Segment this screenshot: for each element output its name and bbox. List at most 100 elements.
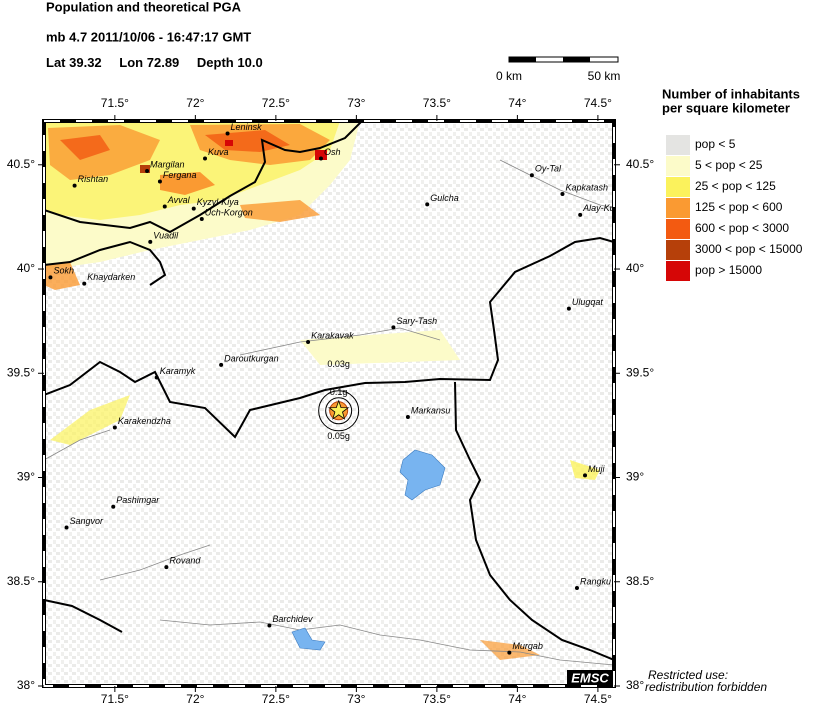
place-marker: [157, 179, 162, 184]
borders: [44, 121, 614, 661]
x-tick-label: 74.5°: [584, 692, 612, 706]
place-name: Karakavak: [311, 330, 354, 340]
lon-label: Lon: [119, 55, 143, 70]
place-name: Kapkatash: [565, 182, 608, 192]
legend-swatch: [666, 177, 690, 197]
depth-label: Depth: [197, 55, 234, 70]
footer: redistribution forbidden: [645, 680, 767, 694]
place-name: Leninsk: [231, 122, 263, 132]
place-marker: [391, 325, 396, 330]
place-marker: [112, 425, 117, 430]
place-name: Daroutkurgan: [224, 353, 279, 363]
y-tick-label: 38.5°: [7, 574, 35, 588]
place-name: Gulcha: [430, 193, 459, 203]
place-name: Murgab: [512, 641, 543, 651]
place-name: Avval: [167, 195, 191, 205]
footer: Restricted use:: [648, 668, 728, 682]
title: Population and theoretical PGA: [46, 0, 242, 14]
place-name: Osh: [324, 147, 341, 157]
place-marker: [191, 206, 196, 211]
lat-value: 39.32: [69, 55, 102, 70]
pga-circles: 0.1g 0.05g 0.03g: [318, 359, 360, 441]
scale-bar: 0 km 50 km: [496, 56, 620, 83]
y-tick-label: 38.5°: [626, 574, 654, 588]
pga-circle: [318, 390, 360, 432]
x-tick-label: 74.5°: [584, 96, 612, 110]
place-name: Rovand: [169, 556, 201, 566]
place-marker: [148, 239, 153, 244]
place-marker: [578, 212, 583, 217]
location-info: Lat 39.32 Lon 72.89 Depth 10.0: [46, 55, 263, 70]
lon-value: 72.89: [147, 55, 180, 70]
place-name: Kyzyl-Kiya: [197, 197, 239, 207]
legend-label: 3000 < pop < 15000: [695, 242, 803, 256]
place-marker: [154, 375, 159, 380]
place-name: Karakendzha: [118, 416, 171, 426]
place-marker: [203, 156, 208, 161]
legend-title: Number of inhabitants: [662, 86, 800, 101]
x-tick-label: 74°: [508, 692, 526, 706]
legend-swatch: [666, 198, 690, 218]
place-name: Kuva: [208, 147, 229, 157]
x-tick-label: 73.5°: [423, 96, 451, 110]
pga-circle: [325, 397, 353, 425]
map-frame: [42, 119, 616, 688]
y-tick-label: 38°: [626, 678, 644, 692]
x-tick-label: 73.5°: [423, 692, 451, 706]
x-tick-label: 72°: [186, 96, 204, 110]
place-marker: [162, 204, 167, 209]
legend-swatch: [666, 240, 690, 260]
pga-label: 0.03g: [327, 359, 350, 369]
legend-label: 5 < pop < 25: [695, 158, 763, 172]
place-name: Karamyk: [160, 366, 196, 376]
x-tick-label: 73°: [347, 96, 365, 110]
place-name: Oy-Tal: [535, 164, 562, 174]
x-tick-label: 72°: [186, 692, 204, 706]
legend-swatch: [666, 135, 690, 155]
y-tick-label: 39.5°: [626, 365, 654, 379]
legend-label: pop > 15000: [695, 263, 762, 277]
x-tick-label: 74°: [508, 96, 526, 110]
place-name: Rishtan: [78, 174, 109, 184]
legend-label: pop < 5: [695, 137, 736, 151]
lat-label: Lat: [46, 55, 66, 70]
x-tick-label: 71.5°: [101, 96, 129, 110]
pga-label: 0.05g: [327, 431, 350, 441]
place-marker: [145, 169, 150, 174]
place-name: Fergana: [163, 170, 197, 180]
rivers: [44, 159, 614, 666]
place-marker: [225, 131, 230, 136]
legend-swatch: [666, 219, 690, 239]
place-name: Vuadil: [153, 230, 179, 240]
y-tick-label: 40.5°: [7, 157, 35, 171]
place-marker: [318, 156, 323, 161]
place-marker: [72, 183, 77, 188]
place-marker: [48, 275, 53, 280]
place-name: Markansu: [411, 405, 451, 415]
place-name: Rangku: [580, 576, 611, 586]
legend-label: 25 < pop < 125: [695, 179, 776, 193]
place-marker: [64, 525, 69, 530]
place-name: Khaydarken: [87, 272, 135, 282]
place-name: Ulugqat: [572, 297, 604, 307]
population-density: [44, 121, 600, 660]
epicenter: [328, 399, 350, 420]
place-marker: [507, 650, 512, 655]
map-area: 0.1g 0.05g 0.03g Leninsk Kuva Osh MargilanFer…: [44, 121, 614, 686]
y-tick-label: 38°: [17, 678, 35, 692]
place-marker: [199, 216, 204, 221]
place-name: Uch-Korgon: [205, 207, 253, 217]
place-marker: [425, 202, 430, 207]
place-marker: [405, 415, 410, 420]
place-marker: [560, 191, 565, 196]
legend: Number of inhabitants per square kilomet…: [662, 86, 803, 281]
place-marker: [566, 306, 571, 311]
y-tick-label: 39°: [17, 470, 35, 484]
place-name: Sokh: [53, 266, 74, 276]
y-tick-label: 39.5°: [7, 365, 35, 379]
place-marker: [164, 565, 169, 570]
place-marker: [574, 586, 579, 591]
x-tick-label: 71.5°: [101, 692, 129, 706]
place-marker: [219, 362, 224, 367]
